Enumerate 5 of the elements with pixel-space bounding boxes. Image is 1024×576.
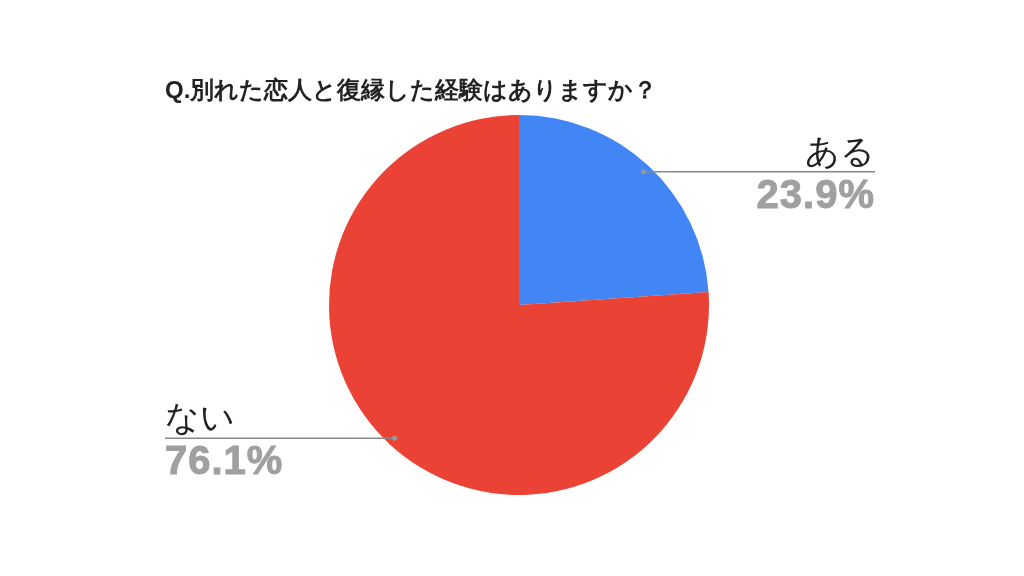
slice-label: ある bbox=[805, 131, 875, 170]
data-label: 76.1% bbox=[165, 438, 284, 483]
slice-label: ない bbox=[165, 398, 235, 437]
title: Q.別れた恋人と復縁した経験はありますか？ bbox=[165, 76, 658, 103]
data-label: 23.9% bbox=[756, 171, 875, 216]
